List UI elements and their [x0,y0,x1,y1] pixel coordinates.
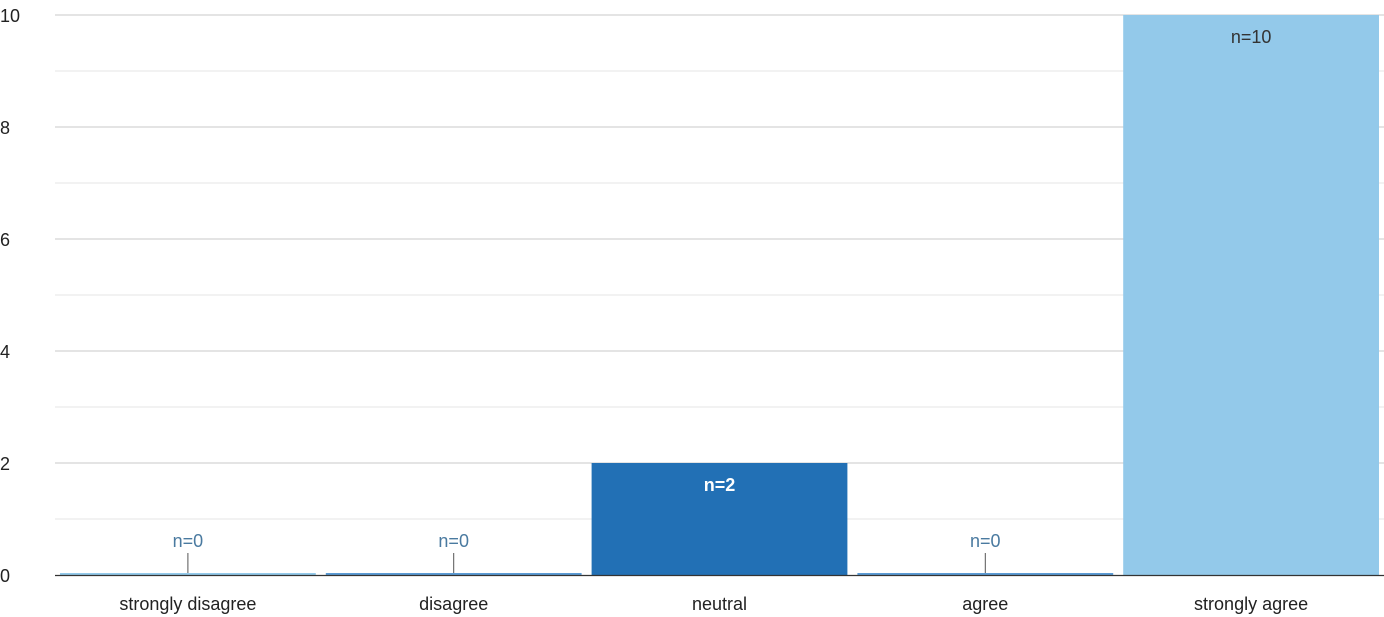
x-tick-label: strongly agree [1194,594,1308,614]
data-label: n=10 [1231,27,1272,47]
data-label: n=0 [173,531,204,551]
x-tick-label: strongly disagree [119,594,256,614]
bar-agree [857,573,1114,575]
x-tick-label: disagree [419,594,488,614]
data-label: n=0 [970,531,1001,551]
y-tick-label: 10 [0,6,20,26]
data-label: n=0 [438,531,469,551]
bar-strongly-disagree [60,573,316,575]
x-tick-label: neutral [692,594,747,614]
y-tick-label: 4 [0,342,10,362]
data-label: n=2 [704,475,736,495]
bar-disagree [325,573,582,575]
x-tick-label: agree [962,594,1008,614]
bar-strongly-agree [1123,15,1379,575]
y-tick-label: 8 [0,118,10,138]
y-tick-label: 0 [0,566,10,586]
y-tick-label: 6 [0,230,10,250]
bars [60,15,1379,575]
y-tick-label: 2 [0,454,10,474]
bar-neutral [591,463,848,575]
labels: 0 2 4 6 8 10 n=0 strongly disagree n=0 disagree n=… [0,6,1308,614]
